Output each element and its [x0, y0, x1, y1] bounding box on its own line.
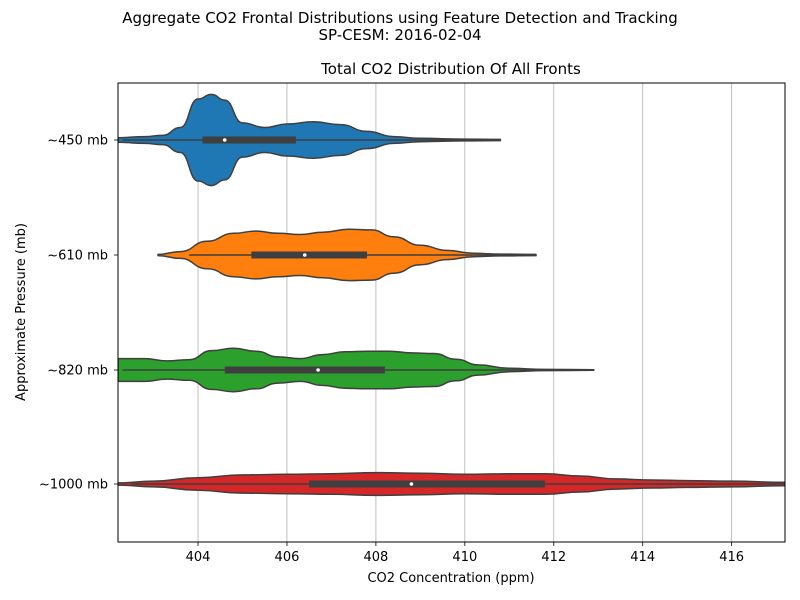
x-tick-label-416: 416 — [719, 550, 744, 565]
y-axis-label: Approximate Pressure (mb) — [14, 223, 29, 401]
violin-iqr-box-1 — [251, 251, 368, 259]
figure-suptitle-line-1: Aggregate CO2 Frontal Distributions usin… — [122, 9, 678, 27]
violin-iqr-box-0 — [202, 136, 296, 144]
x-tick-label-414: 414 — [630, 550, 655, 565]
violins — [118, 93, 785, 497]
x-tick-label-412: 412 — [541, 550, 566, 565]
violin-iqr-box-3 — [309, 480, 545, 488]
plot-frame — [117, 82, 786, 543]
chart-title: Total CO2 Distribution Of All Fronts — [320, 60, 581, 78]
violin-median-dot-1 — [302, 253, 307, 257]
x-tick-label-410: 410 — [452, 550, 477, 565]
violin-median-dot-3 — [409, 482, 414, 486]
y-tick-label-0: ~450 mb — [47, 134, 108, 149]
x-axis-ticks: 404 406 408 410 412 414 416 — [186, 542, 744, 565]
x-tick-label-408: 408 — [363, 550, 388, 565]
y-tick-label-1: ~610 mb — [47, 249, 108, 264]
violin-median-dot-0 — [222, 138, 227, 142]
y-axis-ticks: ~450 mb ~610 mb ~820 mb ~1000 mb — [39, 134, 118, 493]
x-axis-label: CO2 Concentration (ppm) — [367, 571, 534, 586]
y-tick-label-2: ~820 mb — [47, 364, 108, 379]
y-tick-label-3: ~1000 mb — [39, 478, 108, 493]
vertical-grid — [197, 83, 733, 542]
violin-median-dot-2 — [316, 368, 320, 372]
violin-iqr-box-2 — [224, 366, 385, 374]
x-tick-label-406: 406 — [275, 550, 300, 565]
x-tick-label-404: 404 — [186, 550, 211, 565]
figure-suptitle-line-2: SP-CESM: 2016-02-04 — [318, 26, 482, 44]
